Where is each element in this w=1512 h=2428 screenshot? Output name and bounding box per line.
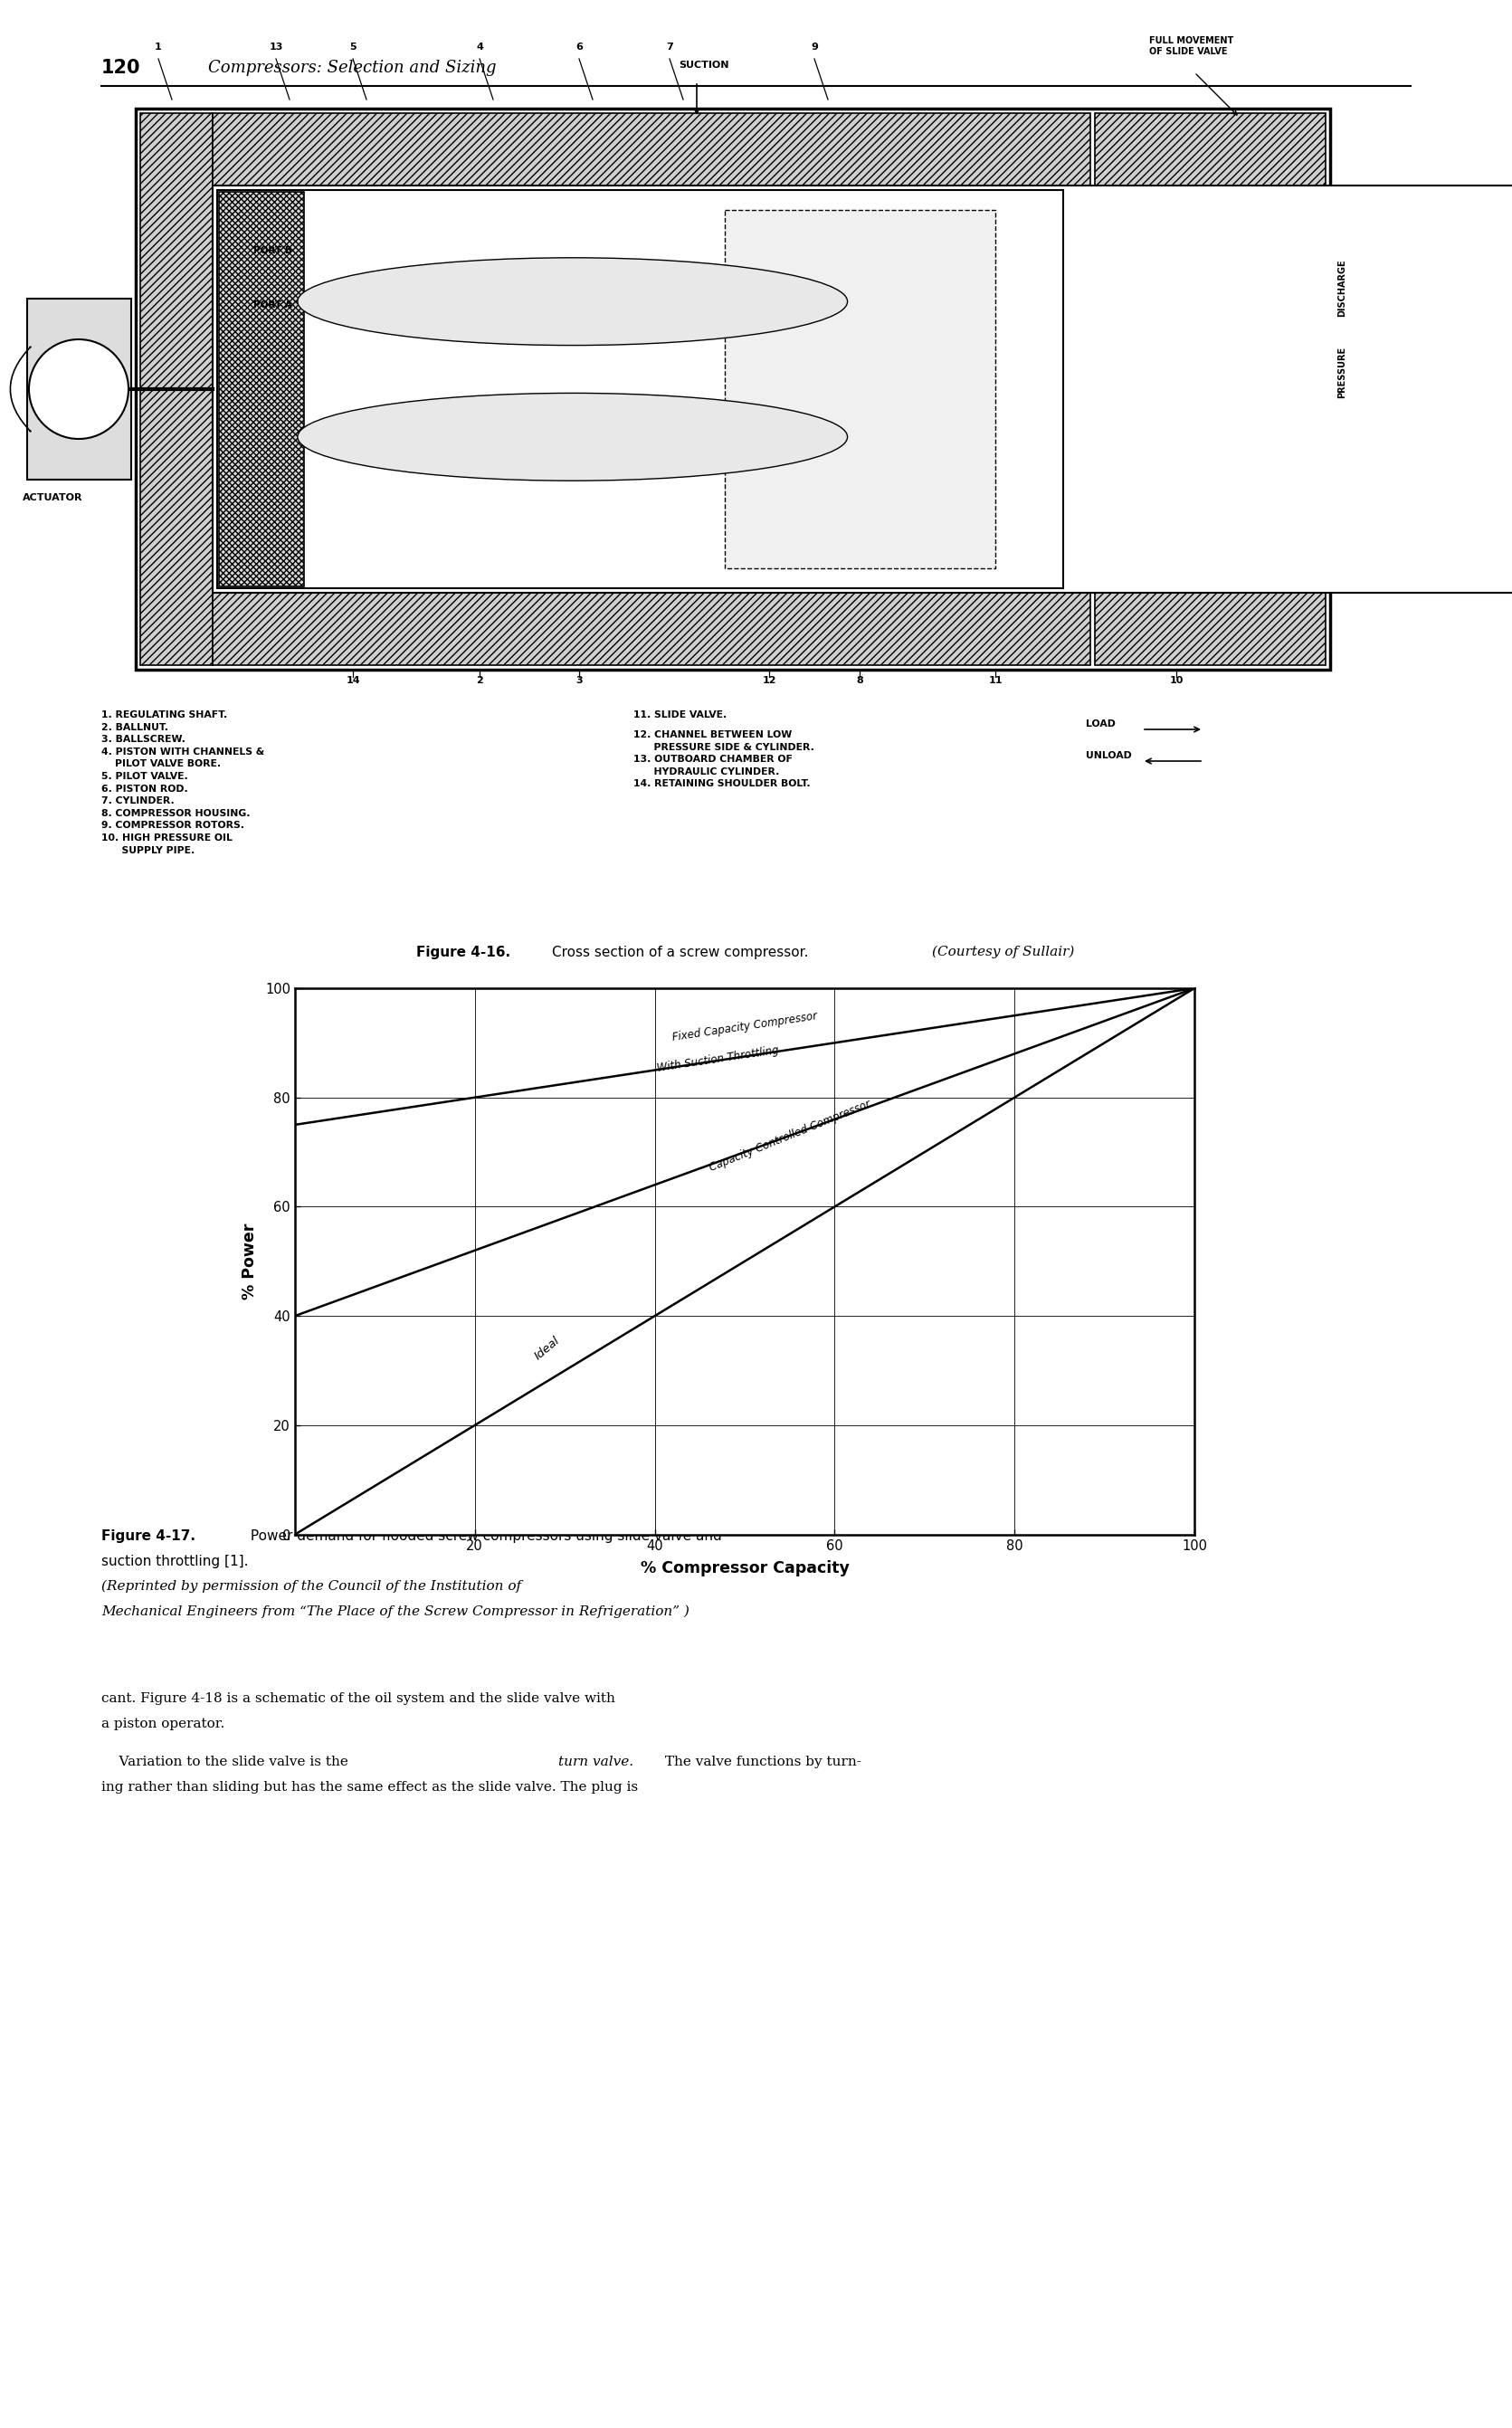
- Text: 120: 120: [101, 58, 141, 78]
- Text: DISCHARGE: DISCHARGE: [1338, 260, 1346, 316]
- Text: UNLOAD: UNLOAD: [1086, 750, 1132, 760]
- Text: Figure 4-17.: Figure 4-17.: [101, 1530, 195, 1542]
- Bar: [219, 192, 304, 588]
- Text: PRESSURE: PRESSURE: [1338, 347, 1346, 398]
- Text: Compressors: Selection and Sizing: Compressors: Selection and Sizing: [209, 61, 496, 75]
- Text: 12. CHANNEL BETWEEN LOW
      PRESSURE SIDE & CYLINDER.
13. OUTBOARD CHAMBER OF
: 12. CHANNEL BETWEEN LOW PRESSURE SIDE & …: [634, 731, 815, 789]
- X-axis label: % Compressor Capacity: % Compressor Capacity: [640, 1561, 850, 1576]
- Text: SUCTION: SUCTION: [679, 61, 729, 70]
- Text: a piston operator.: a piston operator.: [101, 1717, 225, 1731]
- Text: 12: 12: [762, 675, 776, 685]
- Text: Mechanical Engineers from “The Place of the Screw Compressor in Refrigeration” ): Mechanical Engineers from “The Place of …: [101, 1605, 689, 1619]
- Ellipse shape: [298, 257, 847, 345]
- Text: 9: 9: [810, 44, 818, 51]
- Text: 4: 4: [476, 44, 484, 51]
- FancyArrowPatch shape: [11, 347, 30, 432]
- Text: Capacity Controlled Compressor: Capacity Controlled Compressor: [708, 1097, 872, 1173]
- Bar: [1095, 114, 1326, 665]
- Text: 3: 3: [576, 675, 582, 685]
- Text: 8: 8: [856, 675, 863, 685]
- Text: (Courtesy of Sullair): (Courtesy of Sullair): [931, 944, 1075, 959]
- Ellipse shape: [298, 393, 847, 481]
- Text: 6: 6: [576, 44, 582, 51]
- Text: Cross section of a screw compressor.: Cross section of a screw compressor.: [552, 944, 813, 959]
- Circle shape: [29, 340, 129, 439]
- Text: 1. REGULATING SHAFT.
2. BALLNUT.
3. BALLSCREW.
4. PISTON WITH CHANNELS &
    PIL: 1. REGULATING SHAFT. 2. BALLNUT. 3. BALL…: [101, 711, 265, 855]
- Bar: [724, 209, 995, 568]
- Bar: [218, 189, 1063, 588]
- Text: 11: 11: [989, 675, 1002, 685]
- Text: cant. Figure 4-18 is a schematic of the oil system and the slide valve with: cant. Figure 4-18 is a schematic of the …: [101, 1692, 615, 1704]
- Bar: [213, 185, 1512, 592]
- Text: Power demand for flooded screw compressors using slide valve and: Power demand for flooded screw compresso…: [246, 1530, 721, 1542]
- Text: Figure 4-16.: Figure 4-16.: [416, 944, 511, 959]
- Bar: [136, 109, 1331, 670]
- Text: ing rather than sliding but has the same effect as the slide valve. The plug is: ing rather than sliding but has the same…: [101, 1782, 638, 1794]
- Text: suction throttling [1].: suction throttling [1].: [101, 1554, 248, 1568]
- Text: PORT A: PORT A: [254, 301, 292, 308]
- Text: turn valve.: turn valve.: [558, 1755, 634, 1768]
- Bar: [27, 299, 132, 481]
- Y-axis label: % Power: % Power: [242, 1224, 257, 1299]
- Text: 7: 7: [667, 44, 673, 51]
- Text: 1: 1: [154, 44, 162, 51]
- Text: Fixed Capacity Compressor: Fixed Capacity Compressor: [671, 1010, 818, 1044]
- Text: Ideal: Ideal: [532, 1335, 561, 1362]
- Text: ACTUATOR: ACTUATOR: [23, 493, 83, 503]
- Text: LOAD: LOAD: [1086, 719, 1116, 728]
- Text: 14: 14: [346, 675, 360, 685]
- Text: 11. SLIDE VALVE.: 11. SLIDE VALVE.: [634, 711, 727, 719]
- Bar: [213, 114, 1090, 185]
- Text: 10: 10: [1169, 675, 1184, 685]
- Text: Variation to the slide valve is the: Variation to the slide valve is the: [101, 1755, 352, 1768]
- Text: 5: 5: [349, 44, 357, 51]
- Text: 13: 13: [269, 44, 283, 51]
- Text: FULL MOVEMENT
OF SLIDE VALVE: FULL MOVEMENT OF SLIDE VALVE: [1149, 36, 1234, 56]
- Text: 2: 2: [476, 675, 482, 685]
- Text: PORT B: PORT B: [254, 245, 292, 255]
- Text: With Suction Throttling: With Suction Throttling: [656, 1044, 780, 1073]
- Text: (Reprinted by permission of the Council of the Institution of: (Reprinted by permission of the Council …: [101, 1581, 522, 1593]
- Bar: [213, 592, 1090, 665]
- Bar: [141, 114, 213, 665]
- Text: The valve functions by turn-: The valve functions by turn-: [661, 1755, 862, 1768]
